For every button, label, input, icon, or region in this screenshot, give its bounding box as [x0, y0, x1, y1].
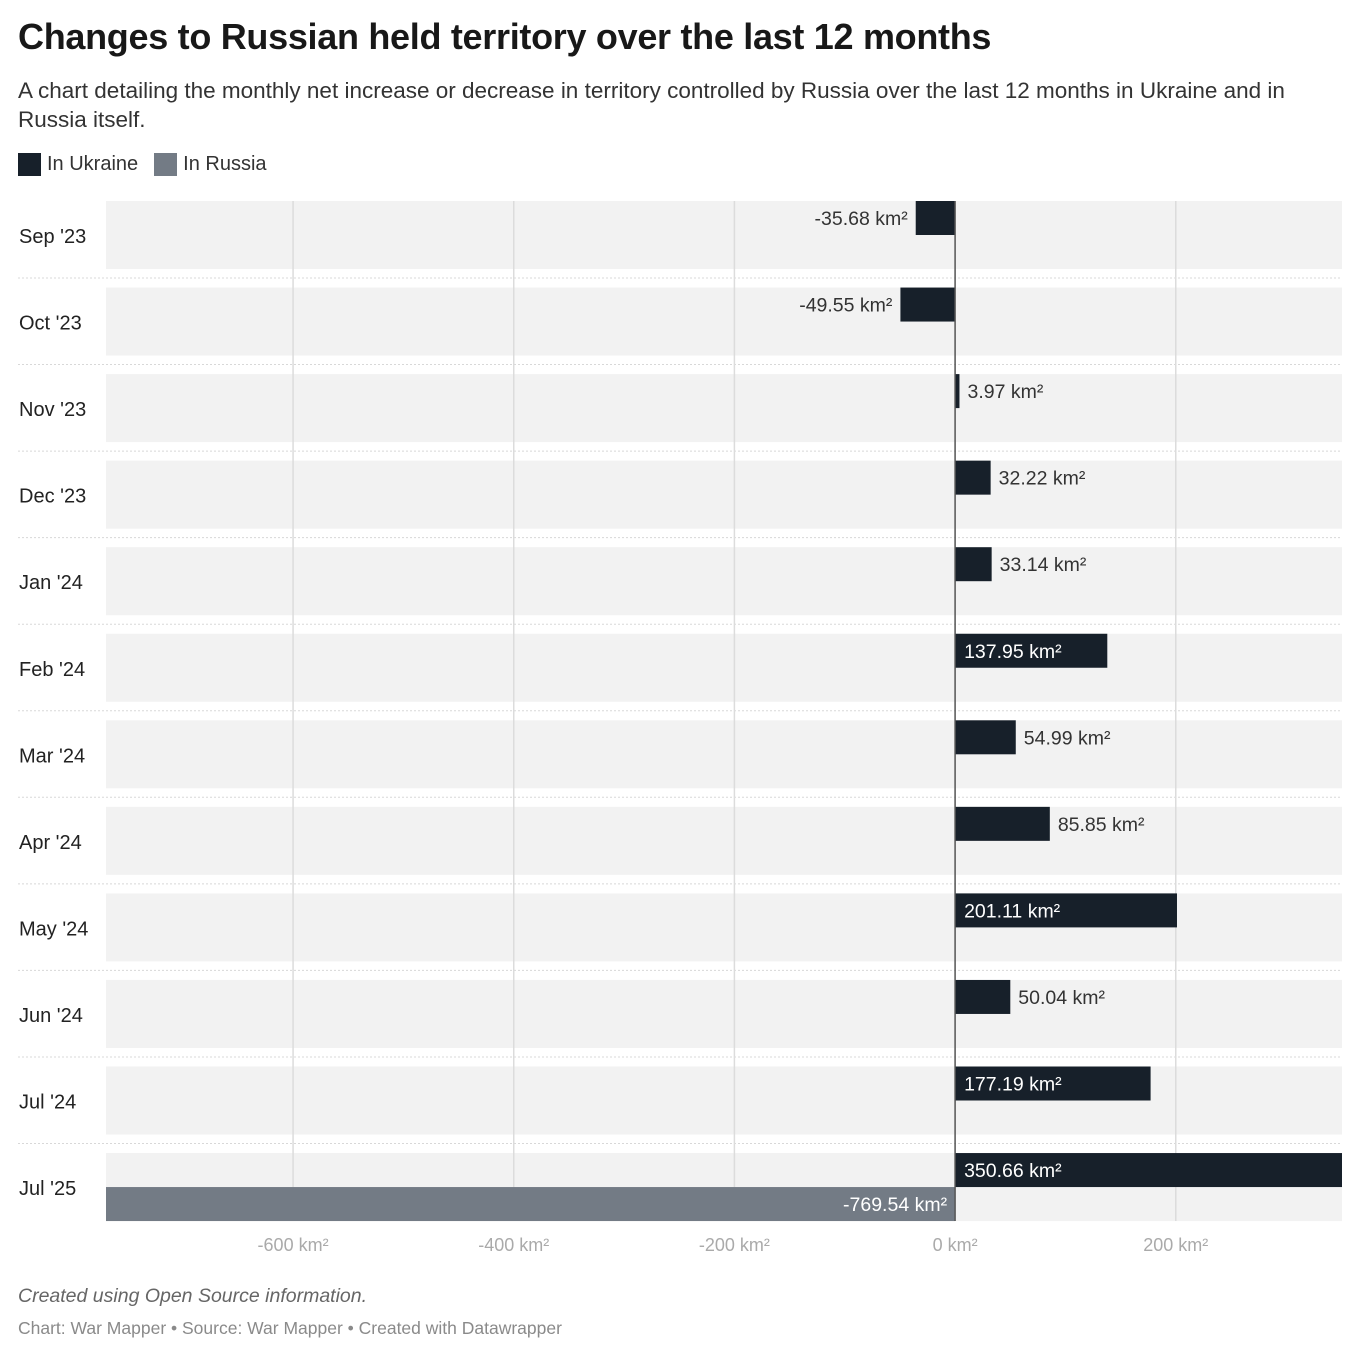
legend-item-russia: In Russia	[154, 153, 267, 176]
data-label: 85.85 km²	[1058, 814, 1145, 836]
category-label: Mar '24	[19, 745, 85, 767]
data-label: -35.68 km²	[815, 208, 909, 230]
chart-subtitle: A chart detailing the monthly net increa…	[18, 78, 1285, 132]
legend-item-ukraine: In Ukraine	[18, 153, 138, 176]
chart-byline: Chart: War Mapper • Source: War Mapper •…	[18, 1318, 562, 1338]
bar-in-ukraine	[955, 979, 1011, 1014]
row-background	[106, 460, 1342, 529]
data-label: -769.54 km²	[843, 1194, 948, 1216]
row-background	[106, 806, 1342, 875]
data-label: 32.22 km²	[999, 468, 1086, 490]
x-tick-label: 0 km²	[933, 1235, 978, 1255]
bar-in-ukraine	[955, 460, 991, 495]
category-label: Apr '24	[19, 832, 82, 854]
bar-in-ukraine	[955, 806, 1050, 841]
row-background	[106, 547, 1342, 616]
data-label: 50.04 km²	[1018, 987, 1105, 1009]
data-label: 177.19 km²	[964, 1074, 1062, 1096]
row-background	[106, 633, 1342, 702]
category-label: Jul '24	[19, 1092, 76, 1114]
bar-in-ukraine	[955, 893, 1177, 928]
data-label: 350.66 km²	[964, 1160, 1062, 1182]
legend-label-russia: In Russia	[183, 153, 267, 175]
category-label: Nov '23	[19, 399, 86, 421]
data-label: 201.11 km²	[964, 900, 1061, 922]
x-tick-label: -600 km²	[258, 1235, 329, 1255]
bar-in-ukraine	[955, 374, 960, 409]
bar-in-ukraine	[955, 1153, 1342, 1188]
bar-in-ukraine	[915, 201, 956, 235]
row-background	[106, 287, 1342, 356]
row-background	[106, 720, 1342, 789]
category-label: Dec '23	[19, 486, 86, 508]
data-label: 3.97 km²	[967, 381, 1043, 403]
category-label: Jun '24	[19, 1005, 83, 1027]
data-label: 33.14 km²	[1000, 554, 1087, 576]
chart-notes: Created using Open Source information.	[18, 1285, 368, 1307]
x-tick-label: 200 km²	[1143, 1235, 1208, 1255]
legend-label-ukraine: In Ukraine	[47, 153, 139, 175]
category-label: Jul '25	[19, 1178, 76, 1200]
row-background	[106, 979, 1342, 1048]
bar-in-ukraine	[955, 1066, 1151, 1101]
data-label: -49.55 km²	[799, 295, 893, 317]
bar-in-ukraine	[955, 720, 1016, 755]
bar-in-ukraine	[955, 633, 1108, 668]
category-label: Feb '24	[19, 659, 85, 681]
x-tick-label: -200 km²	[699, 1235, 770, 1255]
legend-swatch-ukraine	[18, 153, 41, 176]
data-label: 54.99 km²	[1024, 727, 1111, 749]
row-background	[106, 201, 1342, 269]
data-label: 137.95 km²	[964, 641, 1062, 663]
chart-title: Changes to Russian held territory over t…	[18, 16, 992, 57]
row-background	[106, 1066, 1342, 1135]
legend-swatch-russia	[154, 153, 178, 176]
legend: In Ukraine In Russia	[18, 153, 267, 176]
category-label: Sep '23	[19, 226, 86, 248]
row-background	[106, 374, 1342, 443]
category-label: May '24	[19, 918, 88, 940]
category-label: Oct '23	[19, 313, 82, 335]
category-label: Jan '24	[19, 572, 83, 594]
bar-in-russia	[106, 1187, 956, 1222]
bar-in-ukraine	[955, 547, 992, 582]
bar-in-ukraine	[900, 287, 956, 322]
x-tick-label: -400 km²	[478, 1235, 549, 1255]
